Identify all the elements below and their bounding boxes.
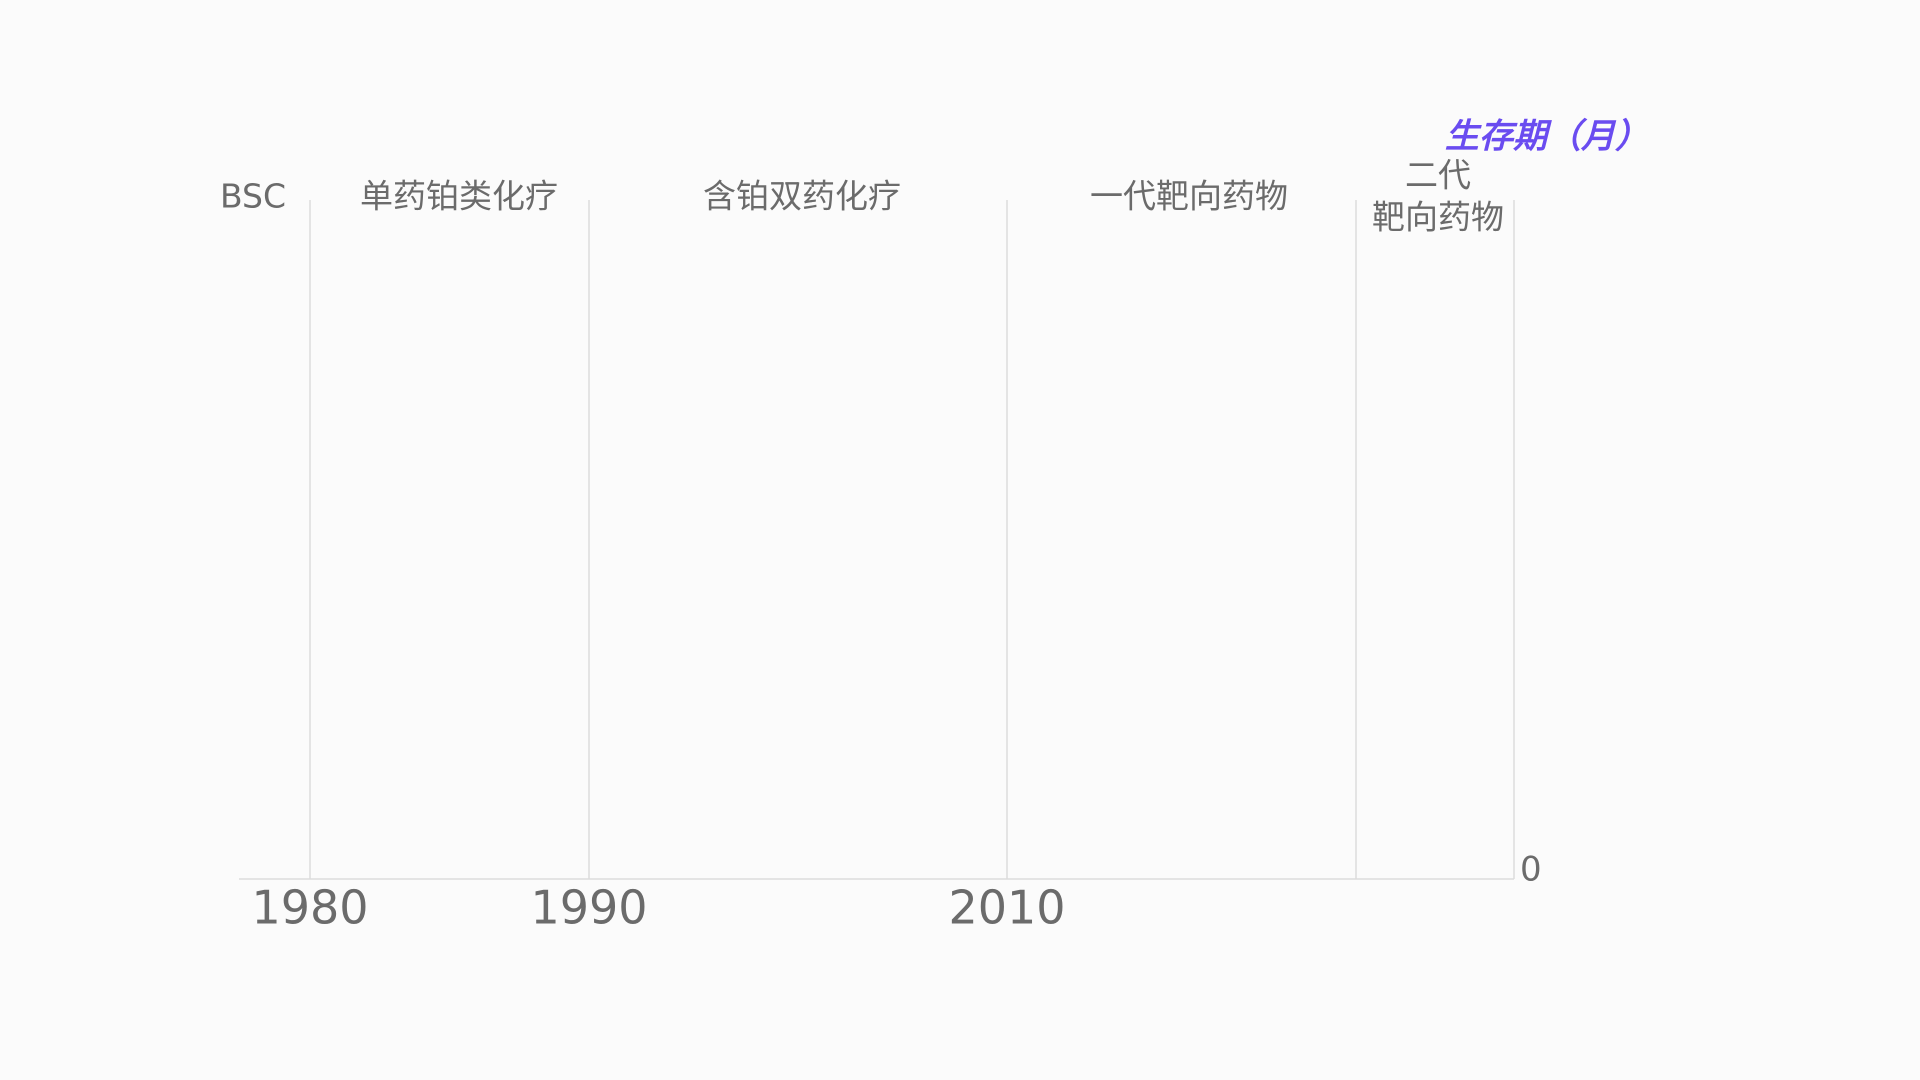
y-axis-label: 生存期（月）	[1445, 117, 1649, 157]
x-tick-label: 1980	[251, 881, 368, 935]
era-label: 含铂双药化疗	[703, 177, 901, 216]
y-tick-label: 0	[1520, 850, 1542, 890]
era-label: 一代靶向药物	[1090, 177, 1288, 216]
x-tick-label: 1990	[530, 881, 647, 935]
x-tick-label: 2010	[948, 881, 1065, 935]
era-label: 二代	[1405, 156, 1471, 195]
era-label: BSC	[220, 177, 286, 216]
era-label: 单药铂类化疗	[360, 177, 558, 216]
era-label: 靶向药物	[1372, 198, 1504, 237]
